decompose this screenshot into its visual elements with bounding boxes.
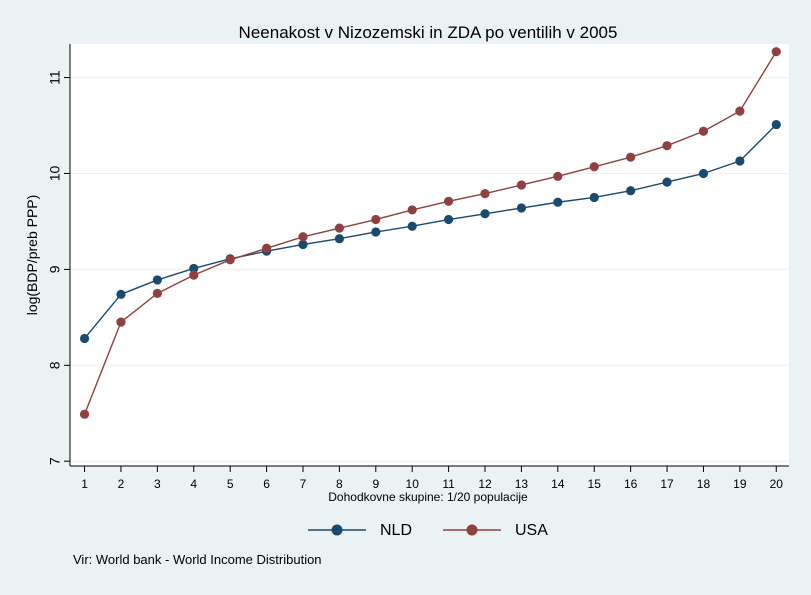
data-point-usa (589, 162, 599, 172)
data-point-nld (771, 119, 781, 130)
x-tick-label: 12 (478, 477, 492, 491)
source-note: Vir: World bank - World Income Distribut… (73, 552, 322, 567)
series-line-nld (84, 124, 777, 339)
x-tick-label: 2 (118, 477, 125, 491)
legend-marker-nld (331, 524, 343, 536)
data-point-usa (516, 180, 527, 190)
x-tick-label: 15 (588, 477, 602, 491)
x-tick-label: 1 (81, 477, 88, 491)
y-tick-label: 7 (47, 457, 63, 465)
x-tick-label: 3 (154, 477, 161, 491)
data-point-nld (334, 234, 344, 244)
data-point-nld (189, 263, 199, 274)
data-point-nld (116, 289, 126, 299)
data-point-usa (662, 141, 672, 151)
x-tick-label: 19 (733, 477, 747, 491)
data-point-nld (444, 214, 454, 225)
data-point-usa (698, 126, 709, 136)
legend-label-nld: NLD (380, 522, 412, 539)
series-line-usa (83, 51, 777, 415)
data-point-usa (626, 152, 636, 162)
y-tick-label: 11 (47, 70, 63, 85)
data-point-nld (589, 192, 599, 203)
x-axis-label: Dohodkovne skupine: 1/20 populacije (328, 490, 528, 504)
data-point-nld (698, 168, 709, 179)
data-point-usa (771, 47, 781, 57)
x-tick-label: 18 (697, 477, 711, 491)
data-point-nld (152, 275, 162, 285)
data-point-nld (553, 197, 563, 207)
data-point-usa (444, 196, 454, 206)
x-tick-label: 6 (263, 477, 270, 491)
data-point-usa (334, 223, 344, 233)
data-point-usa (225, 255, 235, 265)
data-point-usa (116, 317, 126, 327)
data-point-usa (189, 270, 199, 280)
data-point-usa (480, 189, 490, 199)
x-tick-label: 5 (227, 477, 234, 491)
data-point-usa (735, 106, 745, 116)
plot-area (70, 44, 789, 466)
x-tick-label: 7 (300, 477, 307, 491)
y-tick-label: 10 (47, 165, 63, 181)
data-point-usa (152, 288, 162, 298)
x-tick-label: 9 (372, 477, 379, 491)
data-point-nld (480, 209, 490, 219)
legend-marker-usa (466, 524, 478, 536)
data-point-nld (79, 333, 90, 344)
data-point-nld (735, 156, 745, 166)
data-point-nld (407, 221, 417, 231)
x-tick-label: 16 (624, 477, 638, 491)
x-tick-label: 14 (551, 477, 565, 491)
chart-title: Neenakost v Nizozemski in ZDA po ventili… (239, 23, 618, 42)
x-tick-label: 11 (442, 477, 455, 491)
data-point-usa (553, 171, 563, 181)
data-point-usa (407, 205, 417, 215)
data-point-usa (298, 232, 308, 242)
x-tick-label: 17 (660, 477, 674, 491)
data-point-usa (79, 409, 90, 419)
x-tick-label: 13 (515, 477, 529, 491)
data-point-nld (298, 239, 308, 250)
legend-label-usa: USA (515, 522, 548, 539)
data-point-nld (516, 203, 527, 213)
x-tick-label: 10 (406, 477, 420, 491)
y-axis-label: log(BDP/preb PPP) (24, 195, 40, 316)
x-tick-label: 4 (190, 477, 197, 491)
data-point-nld (662, 177, 672, 187)
data-point-nld (626, 186, 636, 196)
data-point-nld (371, 227, 381, 237)
data-point-usa (371, 214, 381, 225)
y-tick-label: 9 (47, 265, 63, 273)
x-tick-label: 8 (336, 477, 343, 491)
y-tick-label: 8 (47, 361, 63, 369)
x-tick-label: 20 (770, 477, 784, 491)
data-point-usa (261, 243, 272, 253)
